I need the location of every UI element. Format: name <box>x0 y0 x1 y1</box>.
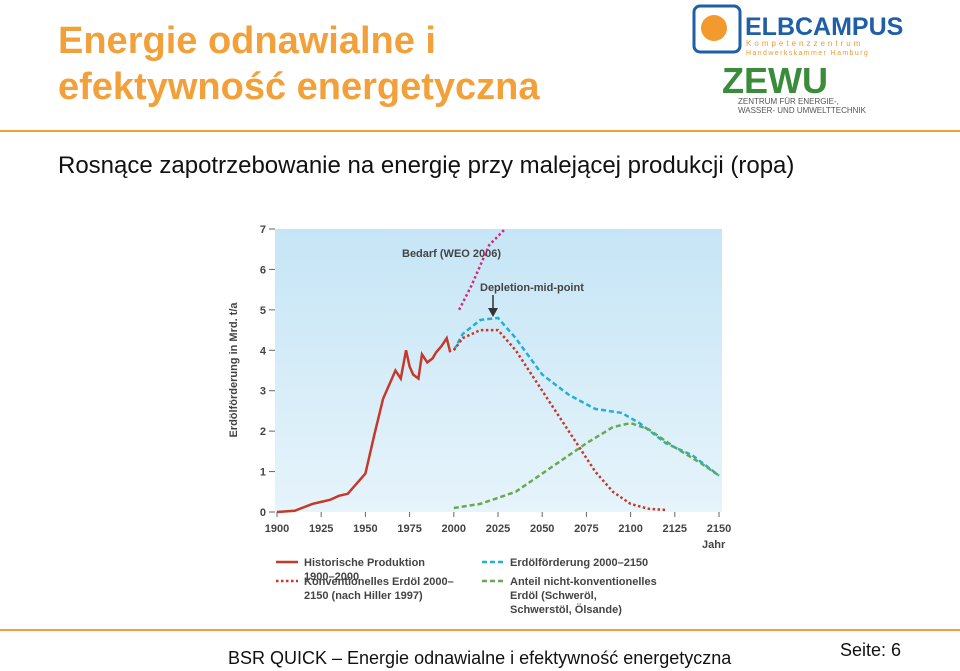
y-tick-label: 7 <box>260 224 266 236</box>
line <box>276 335 452 514</box>
legend-swatch <box>482 579 504 583</box>
legend-swatch <box>276 560 298 564</box>
legend-label: Historische Produktion 1900–2000 <box>304 557 426 583</box>
x-tick-label: 2000 <box>442 523 466 535</box>
logo-text: ZENTRUM FÜR ENERGIE-, <box>738 97 839 106</box>
line <box>453 421 720 510</box>
y-tick-label: 3 <box>260 386 266 398</box>
legend-label: Anteil nicht-konventionelles Erdöl (Schw… <box>510 576 657 616</box>
logo-text: Handwerkskammer Hamburg <box>746 50 869 57</box>
legend-swatch <box>482 560 504 564</box>
annotation: Bedarf (WEO 2006) <box>402 248 501 260</box>
y-tick-label: 6 <box>260 264 266 276</box>
legend-item: Erdölförderung 2000–2150 <box>482 556 672 570</box>
legend-item: Historische Produktion 1900–2000 <box>276 556 466 584</box>
y-axis-label: Erdölförderung in Mrd. t/a <box>228 302 240 438</box>
x-tick-label: 1925 <box>309 523 333 535</box>
y-tick-label: 5 <box>260 305 266 317</box>
x-tick-label: 2075 <box>574 523 598 535</box>
x-tick-label: 1975 <box>397 523 421 535</box>
page-number: Seite: 6 <box>840 640 902 660</box>
title: Energie odnawialne i efektywność energet… <box>58 20 540 108</box>
legend-label: Erdölförderung 2000–2150 <box>510 557 649 569</box>
x-tick-label: 2150 <box>707 523 731 535</box>
legend-swatch <box>276 579 298 583</box>
x-axis-label: Jahr <box>702 539 726 551</box>
x-tick-label: 2100 <box>618 523 642 535</box>
legend-label: Konventionelles Erdöl 2000–2150 (nach Hi… <box>304 576 454 602</box>
annotation: Depletion-mid-point <box>480 282 584 294</box>
x-tick-label: 2125 <box>663 523 687 535</box>
x-tick-label: 1950 <box>353 523 377 535</box>
line <box>452 328 667 512</box>
x-tick-label: 2025 <box>486 523 510 535</box>
logo-icon <box>692 4 742 54</box>
footer: BSR QUICK – Energie odnawialne i efektyw… <box>228 648 732 668</box>
subtitle: Rosnące zapotrzebowanie na energię przy … <box>58 152 795 179</box>
legend-item: Konventionelles Erdöl 2000–2150 (nach Hi… <box>276 575 466 603</box>
y-tick-label: 2 <box>260 426 266 438</box>
line <box>452 316 720 477</box>
y-tick-label: 4 <box>260 345 267 357</box>
logo-text: WASSER- UND UMWELTTECHNIK <box>738 106 867 115</box>
y-tick-label: 0 <box>260 507 266 519</box>
plot-area <box>275 229 722 512</box>
logo-text: Kompetenzzentrum <box>746 39 863 48</box>
annotation-arrow <box>488 308 498 317</box>
y-tick-label: 1 <box>260 467 266 479</box>
x-tick-label: 2050 <box>530 523 554 535</box>
x-tick-label: 1900 <box>265 523 289 535</box>
logo-name: ELBCAMPUS <box>745 13 903 41</box>
logo-icon <box>701 15 727 41</box>
legend-item: Anteil nicht-konventionelles Erdöl (Schw… <box>482 575 672 617</box>
logo-name: ZEWU <box>722 60 828 101</box>
